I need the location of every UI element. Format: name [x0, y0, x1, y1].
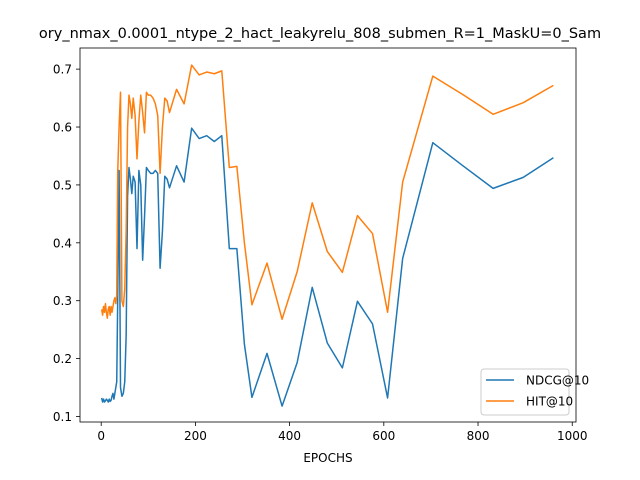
x-tick-label: 200	[184, 429, 207, 443]
legend-label-hit: HIT@10	[526, 395, 573, 409]
series-line-ndcg-10	[100, 127, 554, 407]
series-line-hit-10	[100, 64, 554, 320]
series-layer	[100, 64, 554, 407]
y-tick-label: 0.2	[53, 352, 72, 366]
x-tick-label: 0	[97, 429, 105, 443]
x-axis-ticks: 0 200 400 600 800 1000	[97, 422, 588, 443]
x-tick-label: 1000	[557, 429, 588, 443]
legend: NDCG@10 HIT@10	[480, 368, 589, 416]
x-axis-label: EPOCHS	[303, 451, 352, 465]
x-tick-label: 400	[278, 429, 301, 443]
y-tick-label: 0.3	[53, 294, 72, 308]
y-tick-label: 0.7	[53, 63, 72, 77]
y-axis-ticks: 0.1 0.2 0.3 0.4 0.5 0.6 0.7	[53, 63, 80, 424]
y-tick-label: 0.1	[53, 410, 72, 424]
y-tick-label: 0.4	[53, 236, 72, 250]
x-tick-label: 600	[372, 429, 395, 443]
chart-title: ory_nmax_0.0001_ntype_2_hact_leakyrelu_8…	[39, 26, 601, 42]
y-tick-label: 0.5	[53, 178, 72, 192]
x-tick-label: 800	[467, 429, 490, 443]
plot-frame	[79, 47, 577, 423]
y-tick-label: 0.6	[53, 121, 72, 135]
legend-label-ndcg: NDCG@10	[526, 374, 589, 388]
